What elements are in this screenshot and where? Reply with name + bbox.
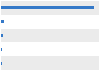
Bar: [1, 42, 99, 56]
Bar: [1, 29, 99, 42]
Bar: [1, 34, 3, 37]
Bar: [1, 62, 2, 65]
Bar: [1, 20, 4, 23]
Bar: [1, 56, 99, 70]
Bar: [1, 6, 94, 9]
Bar: [1, 15, 99, 29]
Bar: [1, 48, 2, 51]
Bar: [1, 1, 99, 15]
